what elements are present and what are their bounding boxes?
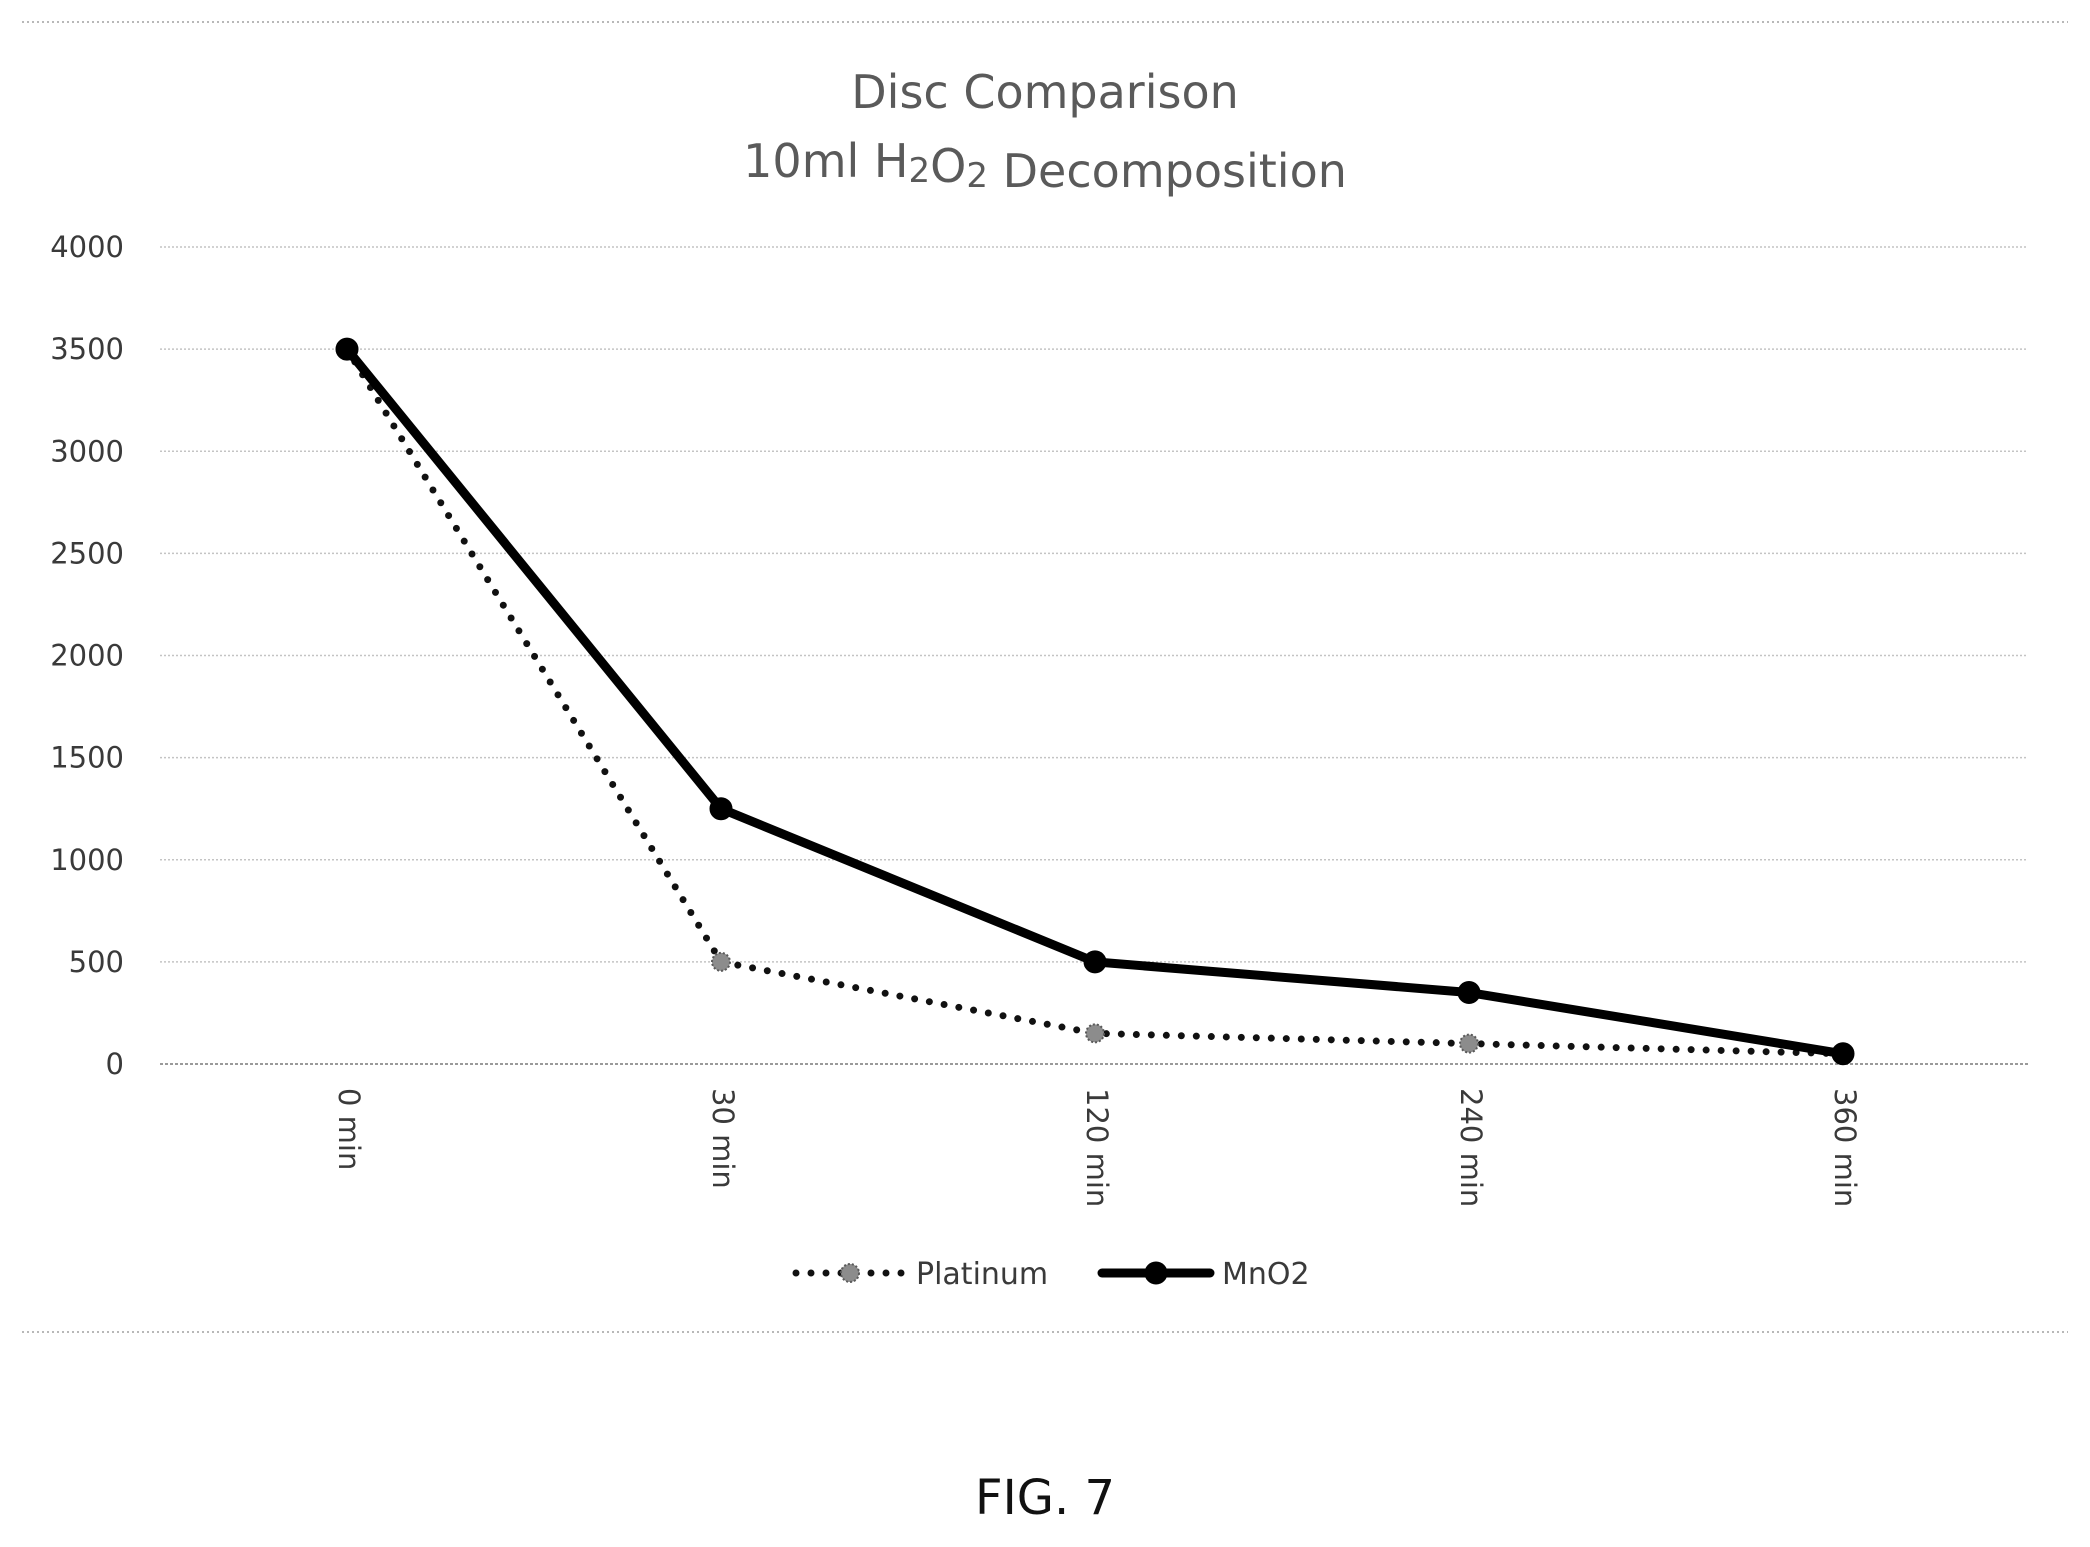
- x-tick-label: 360 min: [1828, 1088, 1862, 1207]
- figure-caption: FIG. 7: [974, 1470, 1115, 1526]
- y-tick-label: 0: [106, 1047, 124, 1081]
- y-tick-label: 500: [69, 945, 124, 979]
- y-tick-label: 1500: [50, 741, 124, 775]
- series-line: [342, 344, 1848, 1059]
- gridlines: [160, 246, 2028, 1065]
- y-axis-ticks: 0 500 1000 1500 2000 2500 3000 3500 4000: [50, 230, 124, 1081]
- y-tick-label: 1000: [50, 843, 124, 877]
- series-line: [343, 345, 1847, 1058]
- data-point: [1457, 981, 1481, 1005]
- legend-item: Platinum: [792, 1257, 1048, 1292]
- data-point: [1831, 1042, 1855, 1066]
- y-tick-label: 3000: [50, 434, 124, 468]
- legend-item: MnO2: [1097, 1257, 1310, 1292]
- legend-label: Platinum: [916, 1257, 1048, 1292]
- y-tick-label: 4000: [50, 230, 124, 264]
- legend-label: MnO2: [1222, 1257, 1310, 1292]
- legend-marker: [840, 1263, 860, 1283]
- series-mno2: [335, 337, 1855, 1066]
- chart-title: Disc Comparison: [851, 65, 1239, 119]
- data-point: [711, 951, 731, 972]
- x-tick-label: 0 min: [332, 1088, 366, 1170]
- legend-marker: [1144, 1261, 1168, 1285]
- x-tick-label: 30 min: [706, 1088, 740, 1189]
- data-point: [1085, 1023, 1105, 1044]
- y-tick-label: 2500: [50, 536, 124, 570]
- data-point: [335, 337, 359, 361]
- y-tick-label: 2000: [50, 639, 124, 673]
- legend: Platinum MnO2: [792, 1257, 1310, 1292]
- x-tick-label: 120 min: [1080, 1088, 1114, 1207]
- x-tick-label: 240 min: [1454, 1088, 1488, 1207]
- y-tick-label: 3500: [50, 332, 124, 366]
- x-axis-ticks: 0 min 30 min 120 min 240 min 360 min: [332, 1088, 1862, 1207]
- series-lines: [335, 337, 1855, 1066]
- chart-subtitle: 10ml H2O2 Decomposition: [743, 134, 1347, 198]
- data-point: [1459, 1033, 1479, 1054]
- data-point: [1083, 950, 1107, 974]
- data-point: [709, 797, 733, 821]
